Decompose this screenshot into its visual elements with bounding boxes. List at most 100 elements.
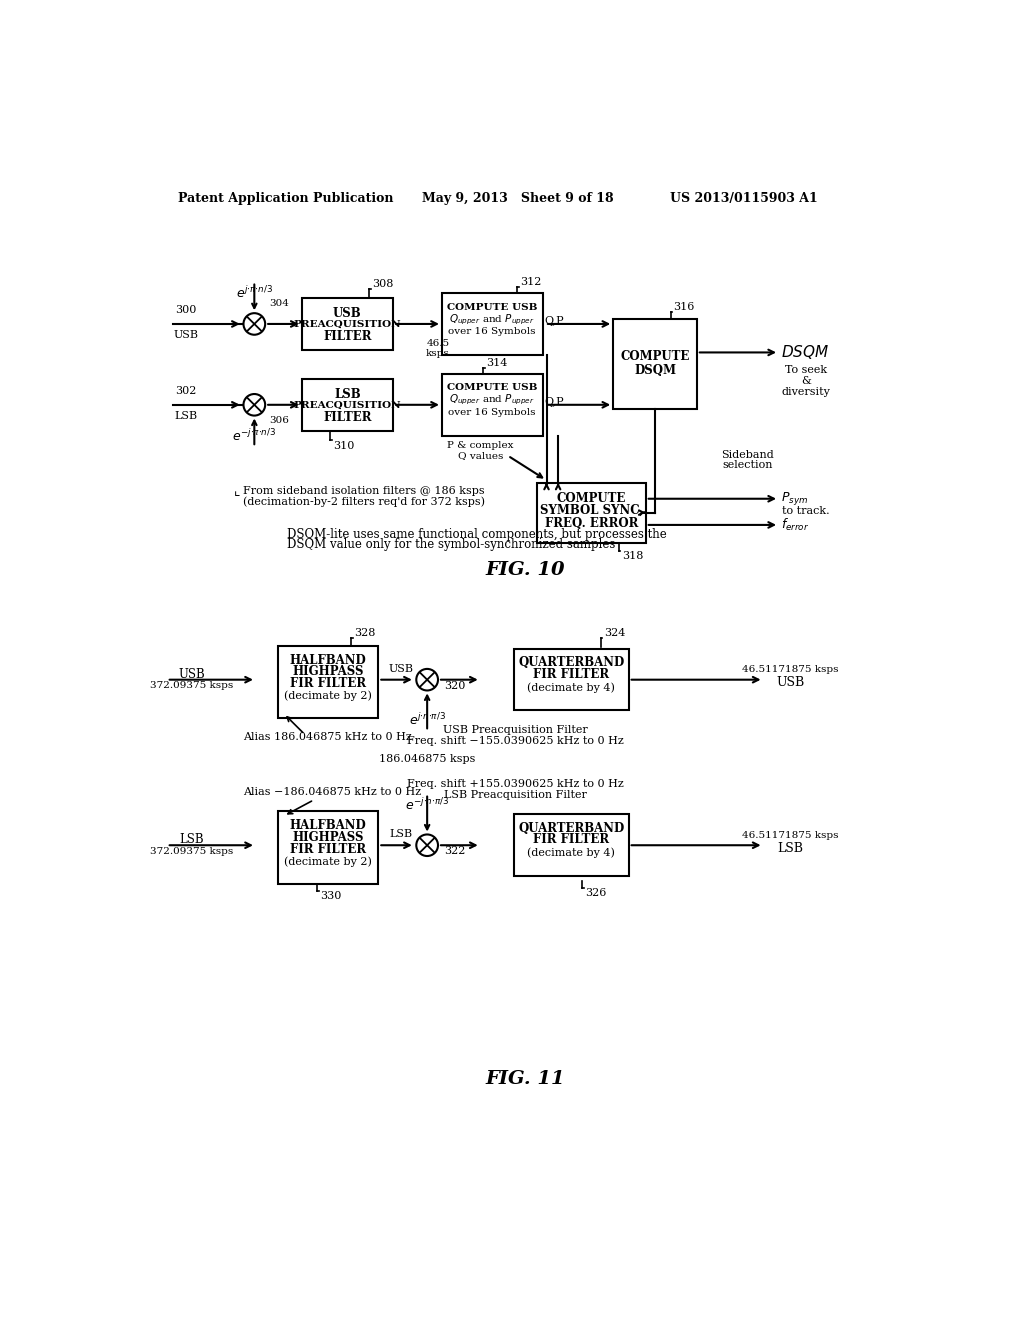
Text: Patent Application Publication: Patent Application Publication — [178, 191, 394, 205]
Text: FIR FILTER: FIR FILTER — [290, 842, 366, 855]
Text: COMPUTE: COMPUTE — [557, 492, 626, 506]
Text: Sideband: Sideband — [722, 450, 774, 459]
Text: FIG. 10: FIG. 10 — [485, 561, 564, 579]
Text: HALFBAND: HALFBAND — [290, 653, 367, 667]
Text: COMPUTE USB: COMPUTE USB — [447, 302, 538, 312]
Text: To seek: To seek — [785, 366, 827, 375]
Text: HIGHPASS: HIGHPASS — [292, 832, 364, 843]
Bar — [538, 483, 646, 543]
Text: Freq. shift +155.0390625 kHz to 0 Hz: Freq. shift +155.0390625 kHz to 0 Hz — [408, 779, 624, 789]
Text: $Q_{upper}$ and $P_{upper}$: $Q_{upper}$ and $P_{upper}$ — [450, 312, 536, 326]
Bar — [278, 645, 378, 718]
Text: 308: 308 — [372, 279, 393, 289]
Text: FIR FILTER: FIR FILTER — [290, 677, 366, 690]
Bar — [613, 318, 697, 409]
Text: Q,P: Q,P — [545, 397, 564, 407]
Text: FILTER: FILTER — [324, 411, 372, 424]
Text: selection: selection — [723, 459, 773, 470]
Text: $\llcorner$: $\llcorner$ — [232, 484, 241, 498]
Text: &: & — [801, 376, 811, 385]
Text: Q,P: Q,P — [545, 315, 564, 326]
Text: over 16 Symbols: over 16 Symbols — [449, 408, 536, 417]
Text: USB: USB — [333, 306, 361, 319]
Text: $e^{-j{\cdot}n{\cdot}\pi/3}$: $e^{-j{\cdot}n{\cdot}\pi/3}$ — [406, 797, 450, 813]
Text: 46.5: 46.5 — [426, 339, 450, 348]
Text: ksps: ksps — [426, 348, 450, 358]
Text: Freq. shift −155.0390625 kHz to 0 Hz: Freq. shift −155.0390625 kHz to 0 Hz — [408, 735, 624, 746]
Text: 318: 318 — [622, 552, 643, 561]
Text: USB: USB — [174, 330, 199, 339]
Text: (decimate by 2): (decimate by 2) — [284, 690, 372, 701]
Text: LSB: LSB — [389, 829, 413, 840]
Text: 328: 328 — [354, 628, 376, 639]
Text: 320: 320 — [444, 681, 466, 690]
Text: FIG. 11: FIG. 11 — [485, 1069, 564, 1088]
Text: over 16 Symbols: over 16 Symbols — [449, 327, 536, 337]
Text: PREACQUISITION: PREACQUISITION — [294, 321, 401, 329]
Text: 322: 322 — [444, 846, 466, 857]
Text: 302: 302 — [175, 385, 197, 396]
Text: $f_{error}$: $f_{error}$ — [781, 517, 810, 533]
Text: Q values: Q values — [458, 451, 504, 461]
Bar — [278, 812, 378, 884]
Text: 330: 330 — [321, 891, 342, 902]
Text: FIR FILTER: FIR FILTER — [534, 833, 609, 846]
Text: USB: USB — [178, 668, 205, 681]
Text: 306: 306 — [269, 416, 289, 425]
Text: 300: 300 — [175, 305, 197, 315]
Text: LSB: LSB — [174, 411, 198, 421]
Text: From sideband isolation filters @ 186 ksps: From sideband isolation filters @ 186 ks… — [243, 486, 484, 496]
Text: 304: 304 — [269, 300, 289, 309]
Text: May 9, 2013   Sheet 9 of 18: May 9, 2013 Sheet 9 of 18 — [423, 191, 614, 205]
Text: $P_{sym}$: $P_{sym}$ — [781, 490, 809, 507]
Text: $e^{-j{\cdot}\pi{\cdot}n/3}$: $e^{-j{\cdot}\pi{\cdot}n/3}$ — [232, 428, 276, 444]
Bar — [302, 298, 393, 350]
Text: 46.51171875 ksps: 46.51171875 ksps — [742, 830, 839, 840]
Text: $\mathit{DSQM}$: $\mathit{DSQM}$ — [781, 343, 829, 362]
Text: $Q_{upper}$ and $P_{upper}$: $Q_{upper}$ and $P_{upper}$ — [450, 393, 536, 408]
Text: 314: 314 — [486, 358, 508, 368]
Text: Alias 186.046875 kHz to 0 Hz: Alias 186.046875 kHz to 0 Hz — [243, 733, 412, 742]
Text: 372.09375 ksps: 372.09375 ksps — [150, 847, 233, 855]
Text: P & complex: P & complex — [447, 441, 514, 450]
Text: LSB: LSB — [334, 388, 360, 400]
Text: 310: 310 — [334, 441, 354, 451]
Text: 316: 316 — [674, 302, 695, 312]
Text: FIR FILTER: FIR FILTER — [534, 668, 609, 681]
Text: DSQM: DSQM — [634, 363, 676, 376]
Text: 46.51171875 ksps: 46.51171875 ksps — [742, 665, 839, 675]
Text: DSQM-lite uses same functional components, but processes the: DSQM-lite uses same functional component… — [287, 528, 667, 541]
Text: (decimation-by-2 filters req'd for 372 ksps): (decimation-by-2 filters req'd for 372 k… — [243, 496, 484, 507]
Text: (decimate by 4): (decimate by 4) — [527, 682, 615, 693]
Text: USB: USB — [388, 664, 414, 675]
Text: HIGHPASS: HIGHPASS — [292, 665, 364, 678]
Text: $e^{j{\cdot}n{\cdot}\pi/3}$: $e^{j{\cdot}n{\cdot}\pi/3}$ — [409, 711, 445, 727]
Text: QUARTERBAND: QUARTERBAND — [518, 656, 625, 669]
Text: diversity: diversity — [781, 387, 830, 397]
Text: COMPUTE USB: COMPUTE USB — [447, 383, 538, 392]
Text: to track.: to track. — [782, 506, 829, 516]
Text: (decimate by 4): (decimate by 4) — [527, 847, 615, 858]
Text: (decimate by 2): (decimate by 2) — [284, 857, 372, 867]
Text: $e^{j{\cdot}\pi{\cdot}n/3}$: $e^{j{\cdot}\pi{\cdot}n/3}$ — [236, 285, 272, 301]
Text: COMPUTE: COMPUTE — [621, 350, 690, 363]
Text: 186.046875 ksps: 186.046875 ksps — [379, 754, 475, 764]
Text: PREACQUISITION: PREACQUISITION — [294, 401, 401, 411]
Bar — [514, 814, 629, 876]
Bar — [302, 379, 393, 430]
Text: HALFBAND: HALFBAND — [290, 820, 367, 833]
Text: QUARTERBAND: QUARTERBAND — [518, 822, 625, 834]
Text: 372.09375 ksps: 372.09375 ksps — [150, 681, 233, 690]
Text: 326: 326 — [586, 888, 606, 898]
Text: SYMBOL SYNC,: SYMBOL SYNC, — [540, 504, 643, 517]
Text: USB Preacquisition Filter: USB Preacquisition Filter — [443, 725, 588, 735]
Text: USB: USB — [776, 676, 805, 689]
Text: Alias −186.046875 kHz to 0 Hz: Alias −186.046875 kHz to 0 Hz — [243, 787, 421, 797]
Text: 324: 324 — [604, 628, 626, 639]
Text: LSB: LSB — [179, 833, 204, 846]
Bar — [442, 293, 543, 355]
Bar — [514, 649, 629, 710]
Text: FILTER: FILTER — [324, 330, 372, 343]
Text: LSB: LSB — [777, 842, 804, 855]
Text: FREQ. ERROR: FREQ. ERROR — [545, 517, 638, 529]
